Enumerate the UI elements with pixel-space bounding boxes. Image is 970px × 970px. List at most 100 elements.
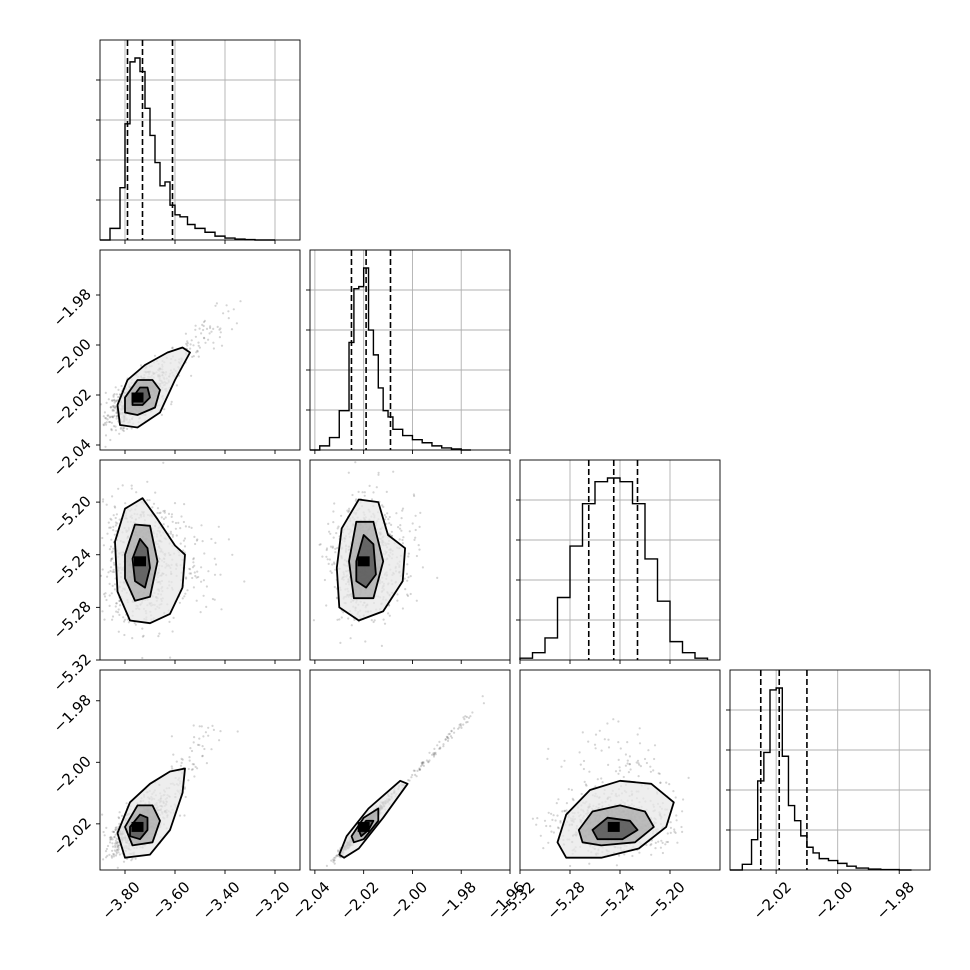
sample-point — [412, 493, 415, 496]
sample-point — [354, 461, 357, 464]
sample-point — [377, 473, 380, 476]
panel-3-2: −5.32 −5.28 −5.24 −5.20 — [494, 669, 721, 923]
sample-point — [463, 718, 466, 721]
sample-point — [113, 414, 116, 417]
sample-point — [104, 592, 107, 595]
sample-point — [111, 415, 114, 418]
sample-point — [622, 775, 625, 779]
sample-point — [214, 541, 217, 545]
sample-point — [617, 772, 620, 775]
sample-point — [112, 570, 116, 574]
axes-frame — [309, 249, 511, 451]
sample-point — [618, 769, 622, 772]
sample-point — [126, 427, 129, 430]
sample-point — [190, 526, 193, 530]
sample-point — [401, 607, 404, 610]
sample-point — [112, 404, 115, 407]
sample-point — [631, 854, 634, 858]
sample-point — [114, 400, 117, 403]
sample-point — [106, 532, 109, 535]
sample-point — [119, 427, 122, 430]
density-peak — [357, 821, 370, 832]
sample-point — [329, 532, 332, 535]
sample-point — [325, 864, 328, 868]
sample-point — [432, 755, 436, 758]
sample-point — [207, 726, 210, 729]
sample-point — [114, 406, 117, 409]
sample-point — [115, 417, 118, 420]
sample-point — [193, 535, 196, 539]
sample-point — [216, 325, 219, 328]
sample-point — [194, 574, 197, 578]
sample-point — [453, 731, 456, 734]
sample-point — [594, 733, 598, 736]
sample-point — [195, 599, 198, 602]
sample-point — [325, 555, 328, 558]
sample-point — [112, 399, 115, 402]
sample-point — [198, 327, 201, 330]
sample-point — [131, 637, 134, 640]
sample-point — [664, 843, 667, 846]
sample-point — [370, 619, 373, 622]
sample-point — [407, 779, 410, 782]
sample-point — [109, 406, 112, 409]
sample-point — [364, 640, 367, 643]
sample-point — [113, 393, 116, 396]
sample-point — [130, 859, 133, 862]
sample-point — [109, 438, 112, 442]
sample-point — [438, 740, 441, 744]
sample-point — [545, 824, 548, 828]
sample-point — [659, 846, 663, 849]
sample-point — [194, 542, 197, 546]
sample-point — [210, 537, 213, 541]
sample-point — [396, 593, 399, 596]
sample-point — [386, 512, 389, 515]
sample-point — [106, 414, 109, 417]
sample-point — [208, 332, 211, 335]
sample-point — [555, 802, 558, 805]
y-tick-label: −1.98 — [50, 691, 95, 736]
sample-point — [103, 618, 106, 621]
sample-point — [108, 604, 111, 608]
sample-point — [198, 346, 201, 349]
sample-point — [109, 841, 112, 844]
sample-point — [104, 445, 107, 448]
sample-point — [192, 344, 195, 347]
sample-point — [109, 838, 112, 841]
sample-point — [458, 723, 461, 727]
x-tick-label: −3.40 — [199, 878, 244, 923]
sample-point — [410, 776, 413, 779]
sample-point — [569, 864, 572, 868]
sample-point — [212, 327, 215, 330]
sample-point — [471, 711, 474, 714]
sample-point — [114, 516, 117, 520]
sample-point — [194, 335, 197, 338]
sample-point — [198, 743, 201, 747]
sample-point — [192, 586, 195, 589]
sample-point — [243, 580, 246, 583]
sample-point — [114, 828, 117, 831]
sample-point — [109, 415, 112, 418]
sample-point — [171, 520, 174, 523]
histogram-step — [100, 57, 275, 241]
sample-point — [387, 518, 390, 521]
sample-point — [183, 503, 186, 506]
sample-point — [414, 536, 417, 539]
sample-point — [339, 641, 342, 645]
sample-point — [179, 764, 183, 767]
sample-point — [205, 585, 208, 588]
sample-point — [385, 490, 388, 493]
sample-point — [654, 847, 657, 850]
sample-point — [110, 592, 113, 595]
x-tick-label: −2.02 — [750, 878, 795, 923]
sample-point — [190, 374, 193, 377]
sample-point — [415, 599, 418, 602]
sample-point — [110, 538, 113, 541]
sample-point — [170, 403, 173, 406]
sample-point — [139, 364, 143, 367]
sample-point — [400, 529, 403, 532]
sample-point — [668, 783, 671, 786]
contour-line — [131, 386, 151, 406]
sample-point — [213, 573, 217, 576]
panel-2-0: −5.20−5.24−5.28−5.32 — [50, 459, 301, 695]
